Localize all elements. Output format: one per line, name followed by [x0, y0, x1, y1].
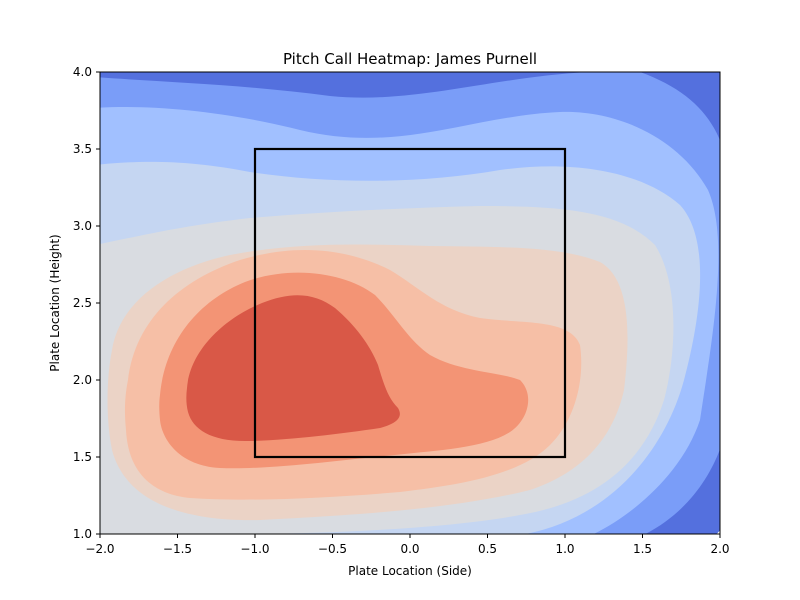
- x-tick-label: 1.0: [555, 542, 574, 556]
- plot-area: [95, 67, 725, 540]
- chart-title: Pitch Call Heatmap: James Purnell: [283, 50, 537, 68]
- x-tick-label: 0.5: [478, 542, 497, 556]
- x-axis: −2.0 −1.5 −1.0 −0.5 0.0 0.5 1.0 1.5 2.0: [85, 534, 729, 556]
- x-tick-label: −0.5: [318, 542, 347, 556]
- y-tick-label: 2.0: [73, 373, 92, 387]
- y-tick-label: 1.0: [73, 527, 92, 541]
- x-tick-label: −2.0: [85, 542, 114, 556]
- y-tick-label: 3.5: [73, 142, 92, 156]
- x-tick-label: 0.0: [400, 542, 419, 556]
- x-axis-label: Plate Location (Side): [348, 564, 472, 578]
- y-tick-label: 2.5: [73, 296, 92, 310]
- y-tick-label: 3.0: [73, 219, 92, 233]
- x-tick-label: 2.0: [710, 542, 729, 556]
- y-axis-label: Plate Location (Height): [48, 234, 62, 371]
- x-tick-label: 1.5: [633, 542, 652, 556]
- y-tick-label: 1.5: [73, 450, 92, 464]
- x-tick-label: −1.5: [163, 542, 192, 556]
- y-tick-label: 4.0: [73, 65, 92, 79]
- y-axis: 1.0 1.5 2.0 2.5 3.0 3.5 4.0: [73, 65, 100, 541]
- x-tick-label: −1.0: [240, 542, 269, 556]
